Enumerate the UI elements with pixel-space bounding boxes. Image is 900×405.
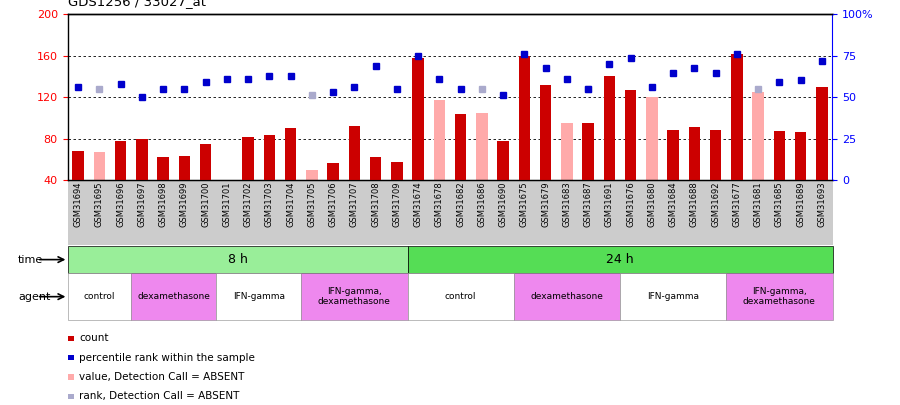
Text: rank, Detection Call = ABSENT: rank, Detection Call = ABSENT <box>79 392 239 401</box>
Bar <box>408 246 832 273</box>
Bar <box>158 158 169 180</box>
Bar <box>131 273 216 320</box>
Text: GDS1256 / 33027_at: GDS1256 / 33027_at <box>68 0 205 8</box>
Bar <box>242 136 254 180</box>
Bar <box>178 156 190 180</box>
Bar <box>604 77 616 180</box>
Bar <box>731 53 742 180</box>
Bar <box>136 139 148 180</box>
Bar <box>726 273 832 320</box>
Bar <box>284 128 296 180</box>
Bar <box>582 123 594 180</box>
Bar <box>518 56 530 180</box>
Bar <box>620 273 726 320</box>
Text: dexamethasone: dexamethasone <box>530 292 603 301</box>
Bar <box>94 152 105 180</box>
Bar <box>68 273 131 320</box>
Bar <box>773 132 785 180</box>
Text: percentile rank within the sample: percentile rank within the sample <box>79 353 255 362</box>
Text: control: control <box>445 292 476 301</box>
Bar <box>264 134 275 180</box>
Text: count: count <box>79 333 109 343</box>
Bar <box>454 114 466 180</box>
Bar <box>216 273 302 320</box>
Bar <box>408 273 514 320</box>
Bar <box>391 162 402 180</box>
Bar <box>434 100 446 180</box>
Text: dexamethasone: dexamethasone <box>138 292 211 301</box>
Text: value, Detection Call = ABSENT: value, Detection Call = ABSENT <box>79 372 245 382</box>
Bar <box>514 273 620 320</box>
Text: IFN-gamma: IFN-gamma <box>647 292 699 301</box>
Bar <box>540 85 552 180</box>
Bar <box>561 123 572 180</box>
Text: 24 h: 24 h <box>607 253 634 266</box>
Bar <box>795 132 806 180</box>
Bar <box>370 158 382 180</box>
Bar <box>667 130 679 180</box>
Bar <box>412 58 424 180</box>
Bar <box>115 141 127 180</box>
Bar <box>646 97 658 180</box>
Text: time: time <box>18 255 43 264</box>
Bar <box>710 130 722 180</box>
Bar <box>498 141 509 180</box>
Bar <box>348 126 360 180</box>
Text: agent: agent <box>18 292 50 302</box>
Bar <box>688 127 700 180</box>
Text: control: control <box>84 292 115 301</box>
Text: IFN-gamma: IFN-gamma <box>233 292 284 301</box>
Bar <box>72 151 84 180</box>
Bar <box>68 246 408 273</box>
Bar <box>816 87 828 180</box>
Bar <box>625 90 636 180</box>
Bar <box>476 113 488 180</box>
Bar <box>200 144 212 180</box>
Text: IFN-gamma,
dexamethasone: IFN-gamma, dexamethasone <box>318 287 391 306</box>
Bar <box>752 92 764 180</box>
Bar <box>328 162 339 180</box>
Text: IFN-gamma,
dexamethasone: IFN-gamma, dexamethasone <box>742 287 815 306</box>
Text: 8 h: 8 h <box>228 253 248 266</box>
Bar <box>302 273 408 320</box>
Bar <box>306 170 318 180</box>
